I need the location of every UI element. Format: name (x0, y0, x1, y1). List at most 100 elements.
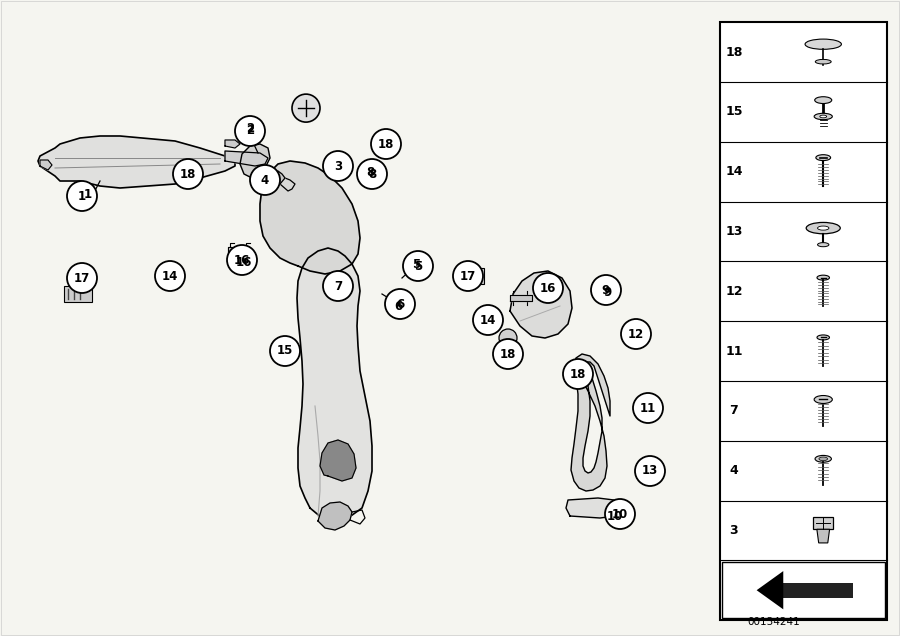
Text: 18: 18 (725, 46, 742, 59)
Bar (456, 268, 484, 284)
Ellipse shape (814, 396, 832, 403)
Circle shape (633, 393, 663, 423)
Text: 00134241: 00134241 (748, 617, 800, 627)
Polygon shape (240, 144, 270, 178)
Ellipse shape (806, 223, 841, 234)
Text: 18: 18 (378, 137, 394, 151)
Circle shape (635, 456, 665, 486)
Polygon shape (225, 140, 240, 148)
Polygon shape (817, 529, 830, 543)
Ellipse shape (820, 115, 826, 118)
Text: 12: 12 (725, 285, 742, 298)
Polygon shape (297, 248, 372, 521)
Bar (722, 562, 885, 618)
Ellipse shape (817, 335, 830, 340)
Circle shape (357, 159, 387, 189)
Circle shape (227, 245, 257, 275)
Polygon shape (510, 271, 572, 338)
Text: 13: 13 (642, 464, 658, 478)
Ellipse shape (815, 455, 832, 462)
Text: 7: 7 (730, 404, 738, 417)
Text: 11: 11 (640, 401, 656, 415)
Text: 15: 15 (277, 345, 293, 357)
Circle shape (270, 336, 300, 366)
Ellipse shape (817, 243, 829, 247)
Text: 17: 17 (74, 272, 90, 284)
Text: 10: 10 (607, 509, 623, 523)
Text: 16: 16 (540, 282, 556, 294)
Circle shape (563, 359, 593, 389)
Circle shape (453, 261, 483, 291)
Text: 18: 18 (180, 167, 196, 181)
Text: 16: 16 (234, 254, 250, 266)
Text: 2: 2 (246, 125, 254, 137)
Text: 17: 17 (460, 270, 476, 282)
Ellipse shape (817, 226, 829, 230)
Text: 13: 13 (725, 225, 742, 238)
Circle shape (473, 305, 503, 335)
Text: 1: 1 (84, 188, 92, 200)
Polygon shape (510, 295, 532, 301)
Bar (720, 22, 886, 620)
Text: 14: 14 (480, 314, 496, 326)
Ellipse shape (815, 155, 831, 160)
Polygon shape (225, 151, 268, 166)
Ellipse shape (814, 97, 832, 104)
Text: 12: 12 (628, 328, 644, 340)
Text: 9: 9 (603, 286, 611, 298)
Text: 4: 4 (261, 174, 269, 186)
Polygon shape (566, 498, 618, 518)
Polygon shape (38, 136, 235, 188)
Text: 8: 8 (366, 165, 374, 179)
Text: 18: 18 (500, 347, 517, 361)
Text: 6: 6 (394, 300, 402, 312)
Polygon shape (757, 571, 783, 609)
Circle shape (533, 273, 563, 303)
Circle shape (385, 289, 415, 319)
Bar (783, 583, 853, 598)
Circle shape (499, 329, 517, 347)
Circle shape (572, 368, 588, 384)
Text: 5: 5 (412, 258, 420, 270)
Circle shape (493, 339, 523, 369)
Polygon shape (228, 247, 250, 255)
Ellipse shape (814, 113, 832, 120)
Circle shape (67, 263, 97, 293)
Polygon shape (320, 440, 356, 481)
Circle shape (250, 165, 280, 195)
Circle shape (67, 181, 97, 211)
Text: 8: 8 (368, 167, 376, 181)
Circle shape (155, 261, 185, 291)
Text: 2: 2 (246, 121, 254, 134)
Polygon shape (318, 502, 352, 530)
Text: 7: 7 (334, 279, 342, 293)
Circle shape (605, 499, 635, 529)
Text: 5: 5 (414, 259, 422, 272)
Text: 14: 14 (162, 270, 178, 282)
Text: 16: 16 (236, 256, 252, 268)
Text: 14: 14 (725, 165, 742, 178)
Text: 3: 3 (334, 160, 342, 172)
Circle shape (323, 151, 353, 181)
Text: 15: 15 (725, 106, 742, 118)
Polygon shape (260, 161, 360, 274)
Polygon shape (252, 171, 285, 188)
Ellipse shape (817, 275, 830, 280)
Text: 11: 11 (725, 345, 742, 357)
Circle shape (621, 319, 651, 349)
Text: 6: 6 (396, 298, 404, 310)
Bar (64, 286, 92, 302)
Circle shape (591, 275, 621, 305)
Circle shape (371, 129, 401, 159)
Circle shape (292, 94, 320, 122)
Circle shape (173, 159, 203, 189)
Polygon shape (571, 354, 610, 491)
Circle shape (403, 251, 433, 281)
Polygon shape (40, 160, 52, 170)
Text: 9: 9 (602, 284, 610, 296)
Text: 10: 10 (612, 508, 628, 520)
Circle shape (235, 116, 265, 146)
Ellipse shape (819, 457, 827, 460)
Circle shape (323, 271, 353, 301)
Text: 1: 1 (78, 190, 86, 202)
